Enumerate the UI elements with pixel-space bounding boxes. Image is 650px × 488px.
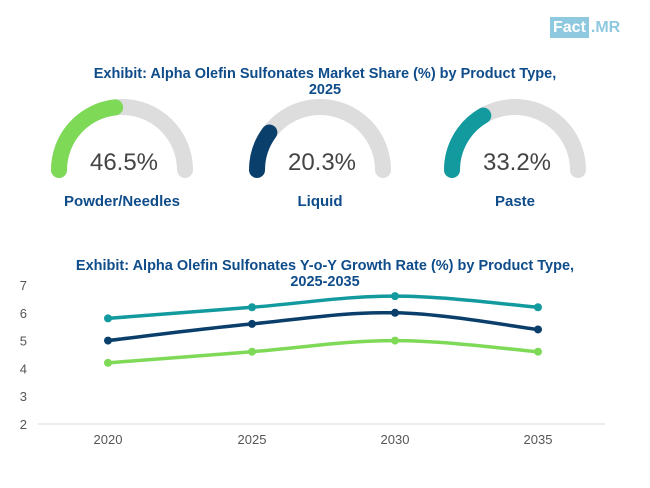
series-line: [106, 310, 540, 343]
gauge-value-label: 20.3%: [288, 149, 356, 176]
gauge-value-label: 33.2%: [483, 149, 551, 176]
data-point: [248, 319, 256, 328]
x-tick-label: 2035: [524, 432, 553, 447]
series-line: [106, 338, 540, 365]
y-tick-label: 3: [20, 389, 27, 404]
data-point: [391, 292, 399, 301]
gauge-category-label: Liquid: [298, 193, 343, 210]
chart1-title-line1: Exhibit: Alpha Olefin Sulfonates Market …: [93, 66, 557, 82]
y-tick-label: 4: [20, 361, 27, 376]
gauge-2: 20.3% Liquid: [249, 99, 391, 210]
gauge-chart: 46.5% Powder/Needles 20.3% Liquid 33.2% Paste: [51, 99, 586, 210]
y-tick-label: 6: [20, 306, 27, 321]
data-point: [104, 358, 112, 367]
y-tick-label: 7: [20, 278, 27, 293]
data-point: [391, 336, 399, 345]
gauge-fill: [249, 124, 278, 178]
data-point: [534, 347, 542, 356]
factmr-logo: Fact .MR: [550, 17, 620, 38]
y-tick-label: 5: [20, 334, 27, 349]
data-point: [248, 303, 256, 312]
gauge-fill: [444, 107, 492, 178]
series-liquid: [104, 308, 542, 345]
chart2-title: Exhibit: Alpha Olefin Sulfonates Y-o-Y G…: [0, 258, 650, 290]
logo-mr-text: .MR: [590, 19, 621, 36]
data-point: [248, 347, 256, 356]
x-tick-label: 2025: [238, 432, 267, 447]
data-point: [391, 308, 399, 317]
gauge-category-label: Paste: [495, 193, 535, 210]
gauge-category-label: Powder/Needles: [64, 193, 180, 210]
series-powder-needles: [104, 336, 542, 367]
data-point: [104, 314, 112, 323]
gauge-fill: [51, 99, 124, 178]
gauge-1: 46.5% Powder/Needles: [51, 99, 193, 210]
data-point: [534, 325, 542, 334]
line-chart: 2 3 4 5 6 7 2020 2025 2030 2035: [20, 278, 605, 447]
gauge-value-label: 46.5%: [90, 149, 158, 176]
series-line: [106, 294, 540, 321]
chart2-title-line1: Exhibit: Alpha Olefin Sulfonates Y-o-Y G…: [75, 258, 575, 274]
x-tick-label: 2030: [381, 432, 410, 447]
chart2-title-line2: 2025-2035: [290, 274, 360, 290]
chart1-title-line2: 2025: [308, 82, 342, 98]
x-tick-label: 2020: [94, 432, 123, 447]
gauge-3: 33.2% Paste: [444, 99, 586, 210]
logo-fact-text: Fact: [550, 17, 589, 38]
data-point: [534, 303, 542, 312]
chart1-title: Exhibit: Alpha Olefin Sulfonates Market …: [0, 66, 650, 98]
data-point: [104, 336, 112, 345]
series-paste: [104, 292, 542, 323]
y-tick-label: 2: [20, 417, 27, 432]
